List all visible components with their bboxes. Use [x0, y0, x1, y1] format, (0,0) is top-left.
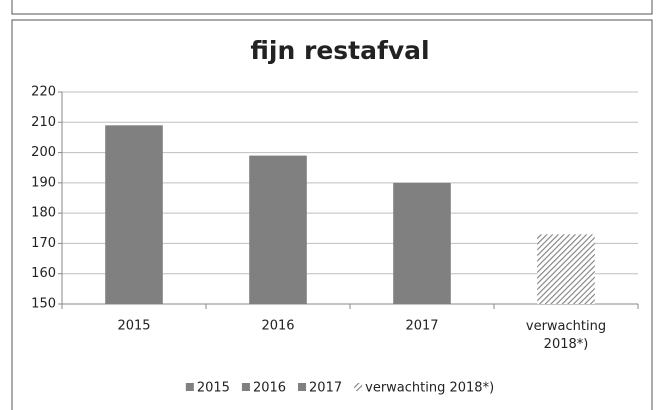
bar: [393, 182, 451, 304]
legend-marker: [354, 383, 363, 391]
x-tick-label: verwachting 2018*): [526, 319, 606, 352]
bar: [249, 155, 307, 304]
bar: [537, 234, 595, 304]
legend-label: verwachting 2018*): [365, 381, 494, 396]
chart-frame: [11, 19, 653, 410]
y-tick-label: 220: [31, 85, 56, 100]
y-tick-label: 200: [31, 145, 56, 160]
legend-label: 2015: [197, 381, 230, 396]
legend-marker: [185, 383, 194, 391]
upper-frame: [11, 0, 653, 15]
chart-title: fijn restafval: [250, 36, 429, 65]
y-tick-label: 150: [31, 297, 56, 312]
legend-label: 2016: [253, 381, 286, 396]
y-tick-label: 210: [31, 115, 56, 130]
legend-marker: [298, 383, 307, 391]
y-tick-label: 160: [31, 266, 56, 281]
legend-label: 2017: [309, 381, 342, 396]
x-tick-label: 2015: [117, 319, 150, 334]
x-tick-label: 2017: [405, 319, 438, 334]
y-tick-label: 180: [31, 206, 56, 221]
legend-marker: [241, 383, 250, 391]
bar: [105, 125, 163, 304]
y-tick-label: 170: [31, 236, 56, 251]
x-tick-label: 2016: [261, 319, 294, 334]
y-tick-label: 190: [31, 175, 56, 190]
